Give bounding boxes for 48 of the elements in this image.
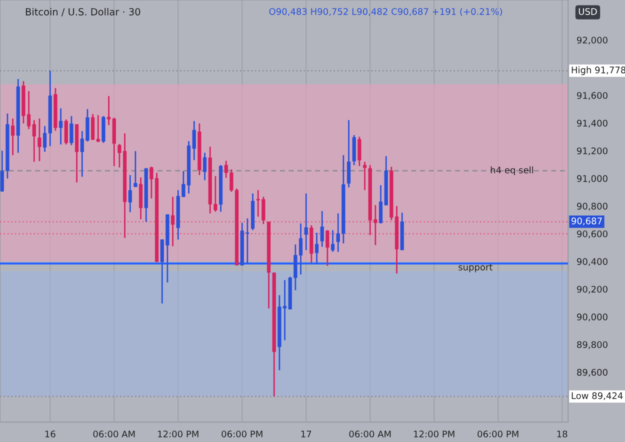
candlestick — [70, 115, 74, 146]
ref-line-label: 90,687 — [572, 218, 602, 226]
x-tick-label: 12:00 PM — [158, 430, 198, 438]
y-axis-title: USD — [578, 8, 597, 15]
y-tick-label: 89,800 — [577, 341, 608, 349]
candlestick — [64, 118, 68, 146]
y-tick-label: 90,400 — [577, 258, 608, 266]
y-tick-label: 90,800 — [577, 202, 608, 211]
x-tick-label: 18 — [557, 430, 568, 438]
y-tick-label: 91,600 — [577, 92, 608, 100]
y-tick-label: 92,000 — [577, 36, 608, 44]
candlestick — [304, 192, 308, 251]
y-tick-label: 91,000 — [577, 175, 608, 183]
candlestick — [330, 229, 335, 253]
y-tick-label: 89,600 — [577, 368, 608, 377]
candlestick — [128, 174, 132, 213]
candlestick — [358, 136, 362, 167]
candlestick — [58, 108, 63, 146]
candlestick — [10, 118, 15, 156]
candlestick — [38, 118, 42, 162]
candlestick — [170, 196, 175, 247]
candlestick — [314, 232, 319, 265]
candlestick — [134, 150, 138, 188]
x-tick-label: 06:00 AM — [349, 430, 391, 438]
y-tick-label: 90,000 — [577, 314, 608, 322]
x-tick-label: 06:00 PM — [222, 430, 262, 438]
annotation: h4 eq sell — [490, 166, 534, 176]
x-tick-label: 06:00 PM — [478, 430, 518, 438]
y-tick-label: 91,400 — [577, 120, 608, 128]
candlestick — [320, 210, 324, 248]
candlestick — [362, 161, 367, 191]
candlestick — [202, 152, 207, 181]
x-tick-label: 12:00 PM — [414, 430, 454, 438]
x-tick-label: 16 — [45, 430, 56, 438]
x-tick-label: 17 — [301, 430, 312, 438]
y-tick-label: 90,200 — [577, 286, 608, 294]
candlestick — [346, 119, 351, 188]
candlestick — [138, 176, 143, 220]
candlestick — [352, 134, 356, 166]
y-tick-label: 90,600 — [577, 230, 608, 238]
candlestick — [0, 150, 4, 193]
ref-line-label: Low 89,424 — [572, 392, 623, 400]
y-tick-label: 91,200 — [577, 147, 608, 156]
annotation: support — [458, 264, 493, 272]
text: O90,483 H90,752 L90,482 C90,687 +191 (+0.21%) — [269, 8, 502, 16]
candlestick — [326, 229, 330, 267]
x-tick-label: 06:00 AM — [93, 430, 135, 438]
text: Bitcoin / U.S. Dollar · 30 — [26, 8, 140, 16]
